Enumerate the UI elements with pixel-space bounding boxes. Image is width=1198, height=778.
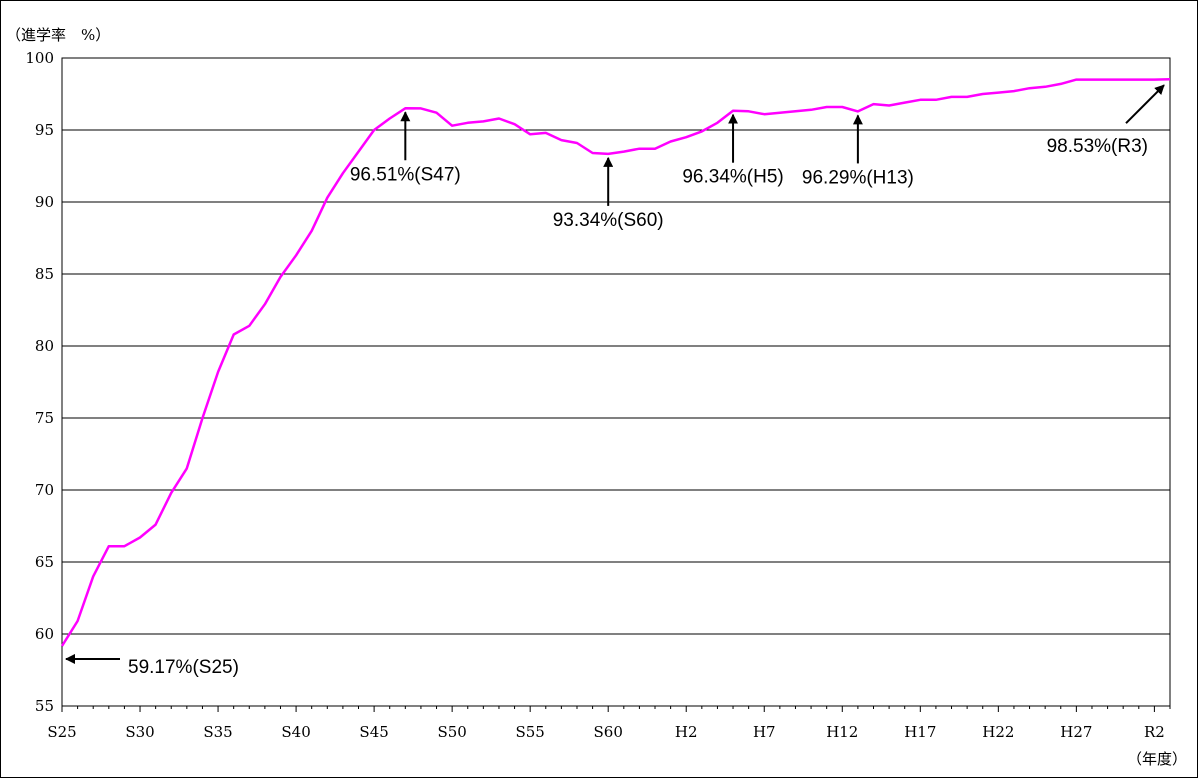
x-tick-label: S30 (125, 723, 154, 741)
series-layer (60, 77, 1171, 647)
y-tick-label: 85 (35, 265, 54, 283)
y-tick-label: 90 (35, 193, 54, 211)
series-line (60, 77, 1171, 647)
y-tick-label: 80 (35, 337, 54, 355)
y-tick-label: 75 (35, 409, 54, 427)
x-tick-label: S50 (437, 723, 466, 741)
x-tick-label: S40 (281, 723, 310, 741)
y-tick-label: 55 (35, 697, 54, 715)
x-tick-label: S25 (47, 723, 76, 741)
annotation-arrow (1125, 84, 1165, 124)
annotation-label: 98.53%(R3) (1047, 136, 1148, 157)
gridlines (61, 57, 1171, 707)
y-tick-label: 70 (35, 481, 54, 499)
y-tick-label: 65 (35, 553, 54, 571)
x-tick-label: S60 (594, 723, 623, 741)
x-tick-label: S45 (359, 723, 388, 741)
x-tick-label: S35 (203, 723, 232, 741)
annotations-layer: 59.17%(S25) 96.51%(S47) 93.34%(S60) 96.34%(… (65, 84, 1165, 678)
annotation-label: 96.34%(H5) (682, 167, 783, 188)
y-axis: 55 60 65 70 75 80 85 90 95 100 (25, 49, 54, 715)
y-tick-label: 100 (25, 49, 54, 67)
x-axis-unit-label: （年度） (1127, 750, 1187, 768)
annotation-label: 93.34%(S60) (553, 210, 664, 231)
y-tick-label: 60 (35, 625, 54, 643)
x-tick-label: H27 (1060, 723, 1092, 741)
x-tick-label: S55 (515, 723, 544, 741)
x-tick-label: H22 (982, 723, 1014, 741)
x-tick-label: H17 (904, 723, 936, 741)
x-tick-label: R2 (1144, 723, 1165, 741)
annotation-label: 96.51%(S47) (350, 164, 461, 185)
x-tick-label: H2 (675, 723, 698, 741)
plot-area (61, 57, 1171, 707)
x-axis: S25 S30 S35 S40 S45 S50 S55 S60 H2 H7 H12 H17 H22 H27… (47, 706, 1171, 741)
y-axis-label: （進学率 %） (6, 26, 110, 44)
annotation-label: 59.17%(S25) (128, 657, 239, 678)
x-tick-label: H7 (753, 723, 776, 741)
annotation-label: 96.29%(H13) (802, 167, 914, 188)
y-tick-label: 95 (35, 121, 54, 139)
x-tick-label: H12 (826, 723, 858, 741)
